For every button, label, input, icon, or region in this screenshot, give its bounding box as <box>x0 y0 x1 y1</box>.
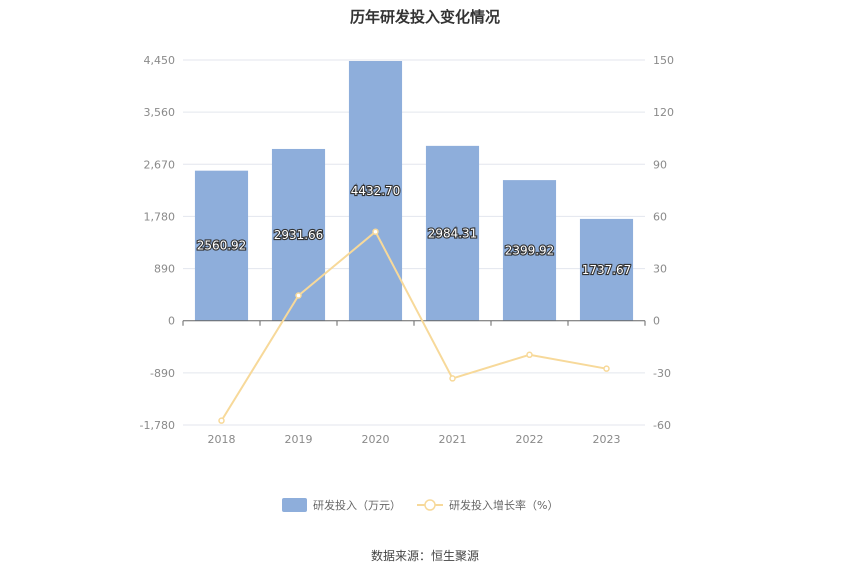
tick-labels: 4,450 3,560 2,670 1,780 890 0 -890 -1,780 150 120… <box>140 54 674 446</box>
legend-bar-swatch <box>282 498 307 512</box>
growth-point <box>295 292 302 299</box>
x-tick-label: 2020 <box>362 433 390 446</box>
y-left-tick-label: 1,780 <box>144 210 176 223</box>
y-right-tick-label: -30 <box>653 367 671 380</box>
bar <box>579 218 634 321</box>
bar <box>194 170 249 321</box>
data-labels: 2560.92 2931.66 4432.70 2984.31 2399.92 1737.… <box>196 183 633 278</box>
x-tick-label: 2021 <box>439 433 467 446</box>
y-right-tick-label: 30 <box>653 263 667 276</box>
bar <box>271 148 326 321</box>
bar-value-label: 2560.92 <box>197 239 247 253</box>
growth-line <box>220 230 607 422</box>
growth-point <box>372 228 379 235</box>
y-left-tick-label: 4,450 <box>144 54 176 67</box>
bar-value-label: 2931.66 <box>274 228 324 242</box>
bar-value-label: 1737.67 <box>582 263 632 277</box>
bar <box>502 180 557 321</box>
growth-point <box>526 351 533 359</box>
y-right-tick-label: -60 <box>653 419 671 432</box>
bar-value-label: 2984.31 <box>428 226 478 240</box>
x-axis <box>182 320 646 326</box>
x-tick-label: 2018 <box>208 433 236 446</box>
y-left-tick-label: 890 <box>154 263 175 276</box>
y-left-tick-label: 0 <box>168 315 175 328</box>
bar <box>348 61 403 321</box>
source-note: 数据来源：恒生聚源 <box>371 548 479 563</box>
legend: 研发投入（万元） 研发投入增长率（%） <box>282 498 558 512</box>
growth-point <box>449 375 456 382</box>
y-right-tick-label: 120 <box>653 106 674 119</box>
x-tick-label: 2022 <box>516 433 544 446</box>
legend-line-label: 研发投入增长率（%） <box>449 498 558 512</box>
x-tick-label: 2023 <box>593 433 621 446</box>
line-series <box>218 228 610 424</box>
y-right-tick-label: 60 <box>653 210 667 223</box>
y-left-tick-label: 2,670 <box>144 158 176 171</box>
y-right-tick-label: 90 <box>653 158 667 171</box>
chart-title: 历年研发投入变化情况 <box>350 8 500 26</box>
growth-point <box>218 417 225 424</box>
legend-line-marker <box>424 499 436 511</box>
grid-lines <box>183 59 645 426</box>
bar-series <box>194 61 634 321</box>
y-left-tick-label: -890 <box>150 367 175 380</box>
y-right-tick-label: 150 <box>653 54 674 67</box>
y-left-tick-label: -1,780 <box>140 419 175 432</box>
bar-value-label: 4432.70 <box>351 184 401 198</box>
bar <box>425 145 480 321</box>
x-tick-label: 2019 <box>285 433 313 446</box>
y-right-tick-label: 0 <box>653 315 660 328</box>
growth-point <box>603 365 610 372</box>
y-left-tick-label: 3,560 <box>144 106 176 119</box>
bar-value-label: 2399.92 <box>505 243 555 257</box>
legend-bar-label: 研发投入（万元） <box>313 498 401 512</box>
